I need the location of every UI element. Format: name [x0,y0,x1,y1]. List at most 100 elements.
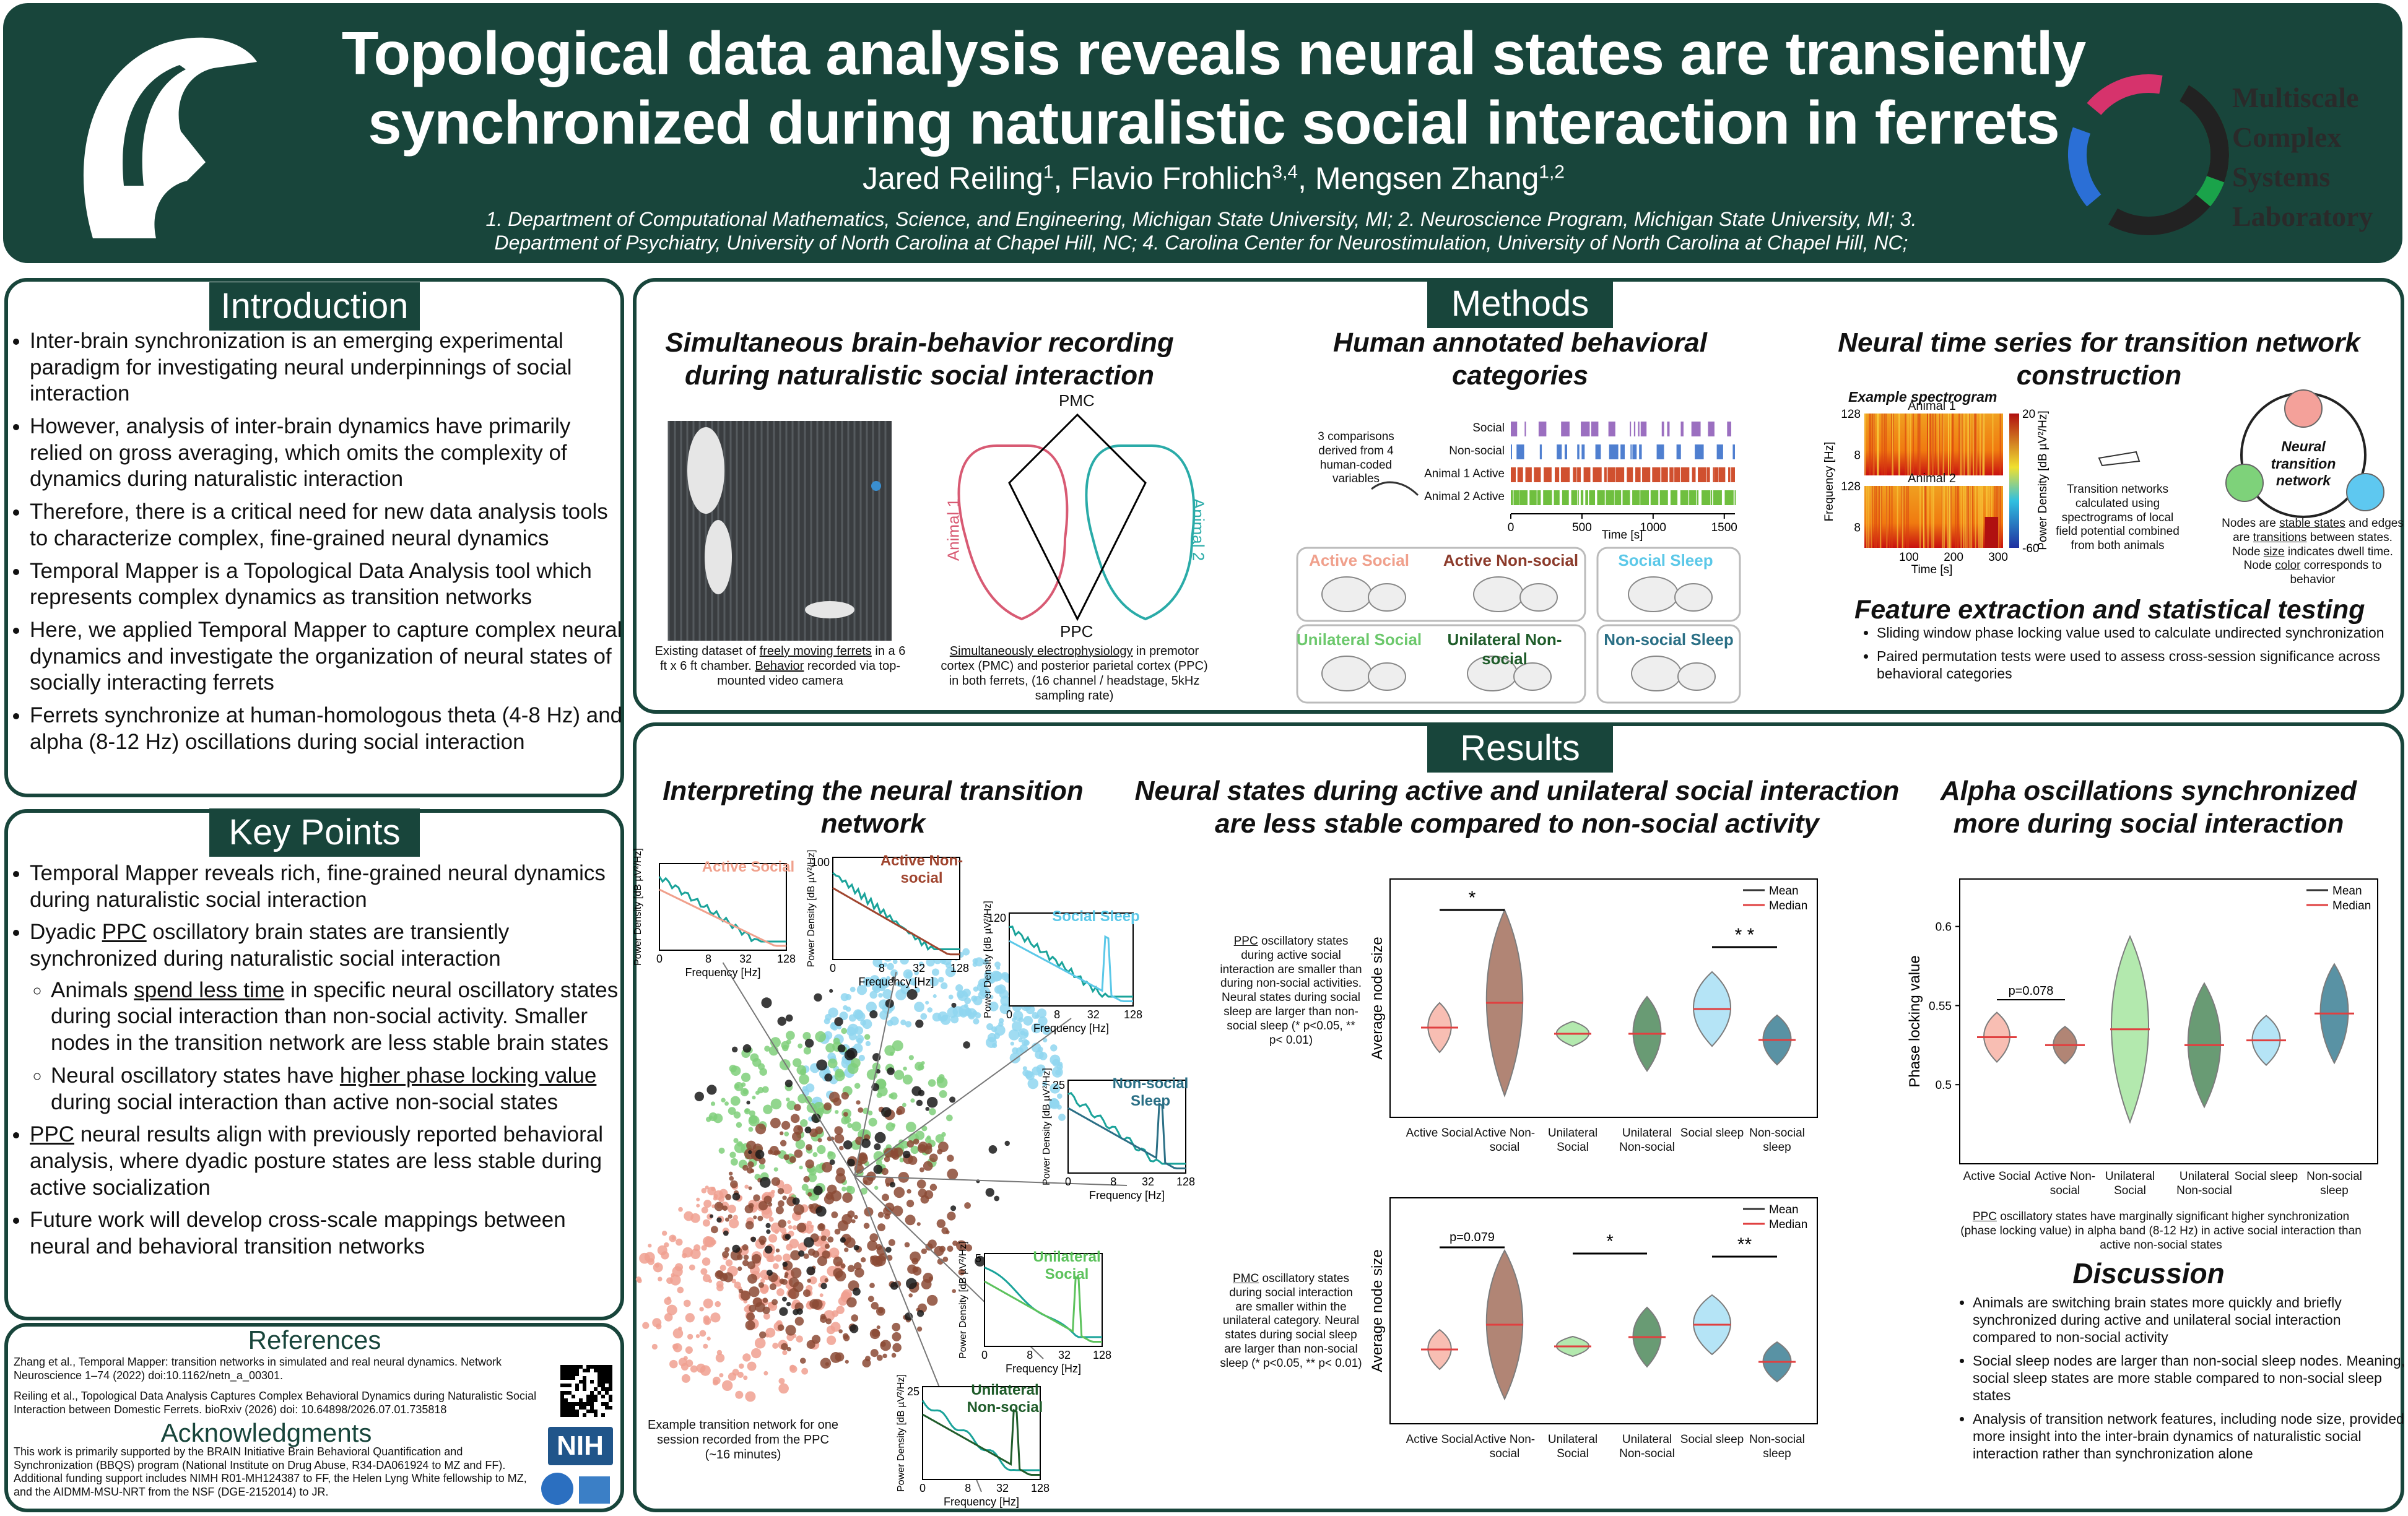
inset-curve [984,1275,1102,1343]
qr-cell [605,1376,609,1380]
network-state [732,1215,738,1220]
network-state [907,1264,917,1274]
network-state [704,1236,716,1248]
network-state [771,1177,781,1186]
network-state [725,1259,733,1267]
qr-cell [575,1387,579,1391]
network-state [775,1248,780,1253]
network-state [853,1262,862,1270]
network-state [936,1076,944,1084]
network-state [729,1218,739,1229]
network-state [795,1139,806,1150]
network-state [811,1113,821,1124]
raster-segment [1554,490,1560,505]
section-heading: Results [1427,724,1613,773]
network-state [780,1131,784,1135]
brain-label: PPC [1060,622,1093,641]
network-state [842,1333,849,1340]
spectrogram-streak [1957,486,1958,548]
significance-label: * [1606,1231,1614,1252]
qr-cell [568,1384,572,1387]
network-state [758,1236,767,1244]
raster-segment [1620,444,1625,459]
network-state [890,1016,899,1026]
network-state [830,1023,837,1030]
network-state [748,1150,752,1154]
network-state [790,1114,800,1124]
network-state [900,1020,906,1026]
inset-x-tick-label: 0 [1006,1008,1012,1021]
x-tick-label: Social sleep [2234,1170,2298,1183]
network-state [690,1249,701,1259]
spectrogram-streak [1924,486,1926,548]
network-state [860,1187,867,1195]
qr-cell [564,1376,568,1380]
brain-caption: Simultaneously electrophysiology in prem… [938,644,1211,703]
raster-segment [1517,467,1523,482]
raster-segment [1692,467,1696,482]
spectrogram-streak [1968,486,1970,548]
network-state [820,1283,827,1289]
raster-segment [1577,490,1579,505]
network-state [685,1313,695,1323]
inset-y-label: Power Density [dB µV²/Hz] [896,1374,906,1492]
network-state [945,966,956,977]
author-separator: , [1053,161,1071,196]
text-run: in premotor cortex (PMC) and posterior p… [941,644,1208,703]
lab-name: Multiscale [2232,82,2359,113]
raster-segment [1519,490,1528,505]
network-state [911,1257,919,1265]
network-state [765,1223,771,1228]
network-state [792,1225,798,1231]
network-state [929,977,939,987]
network-state [764,1046,770,1052]
network-state [705,1185,709,1190]
inset-x-tick-label: 8 [1110,1176,1116,1188]
bullet: However, analysis of inter-brain dynamic… [30,414,624,493]
network-state [737,1141,743,1147]
network-state [775,1254,782,1262]
acknowledgments-text: This work is primarily supported by the … [14,1445,527,1498]
network-state [1011,1017,1016,1022]
raster-segment [1538,422,1547,436]
bullet: Temporal Mapper is a Topological Data An… [30,558,624,611]
network-state [741,1072,751,1082]
qr-cell [590,1365,594,1369]
network-state [982,958,989,966]
network-state [876,1325,880,1330]
bullet: Sliding window phase locking value used … [1877,624,2408,641]
network-state [835,1110,839,1114]
qr-cell [590,1395,594,1398]
nsf-logo [541,1473,573,1505]
network-state [809,1299,819,1309]
network-state [867,1111,873,1115]
chart-caption: PPC oscillatory states have marginally s… [1960,1210,2362,1252]
network-state [892,1040,903,1052]
network-state [883,962,888,967]
author-name: Mengsen Zhang [1315,161,1539,196]
network-state [786,1039,791,1045]
spectrogram-streak [1886,486,1888,548]
spectrogram-streak [1973,414,1975,475]
network-state [682,1253,687,1258]
x-tick-label: Active Non-social [1474,1127,1536,1154]
network-state [906,1189,911,1194]
spectrogram-streak [1975,414,1977,475]
network-state [745,1320,755,1330]
spectrogram-title: Example spectrogram [1848,389,1997,405]
network-state [782,1195,787,1200]
spectrogram-streak [1869,414,1871,475]
network-state [706,1336,711,1341]
network-state [834,1017,843,1026]
network-state [870,1255,880,1266]
network-state [749,1304,757,1312]
network-state [666,1304,677,1315]
network-state [699,1307,704,1312]
network-state [958,1269,965,1276]
qr-cell [560,1384,564,1387]
network-state [702,1274,711,1283]
qr-cell [560,1365,564,1369]
network-state [786,1244,793,1251]
network-state [724,1247,730,1252]
network-state [879,1253,887,1262]
